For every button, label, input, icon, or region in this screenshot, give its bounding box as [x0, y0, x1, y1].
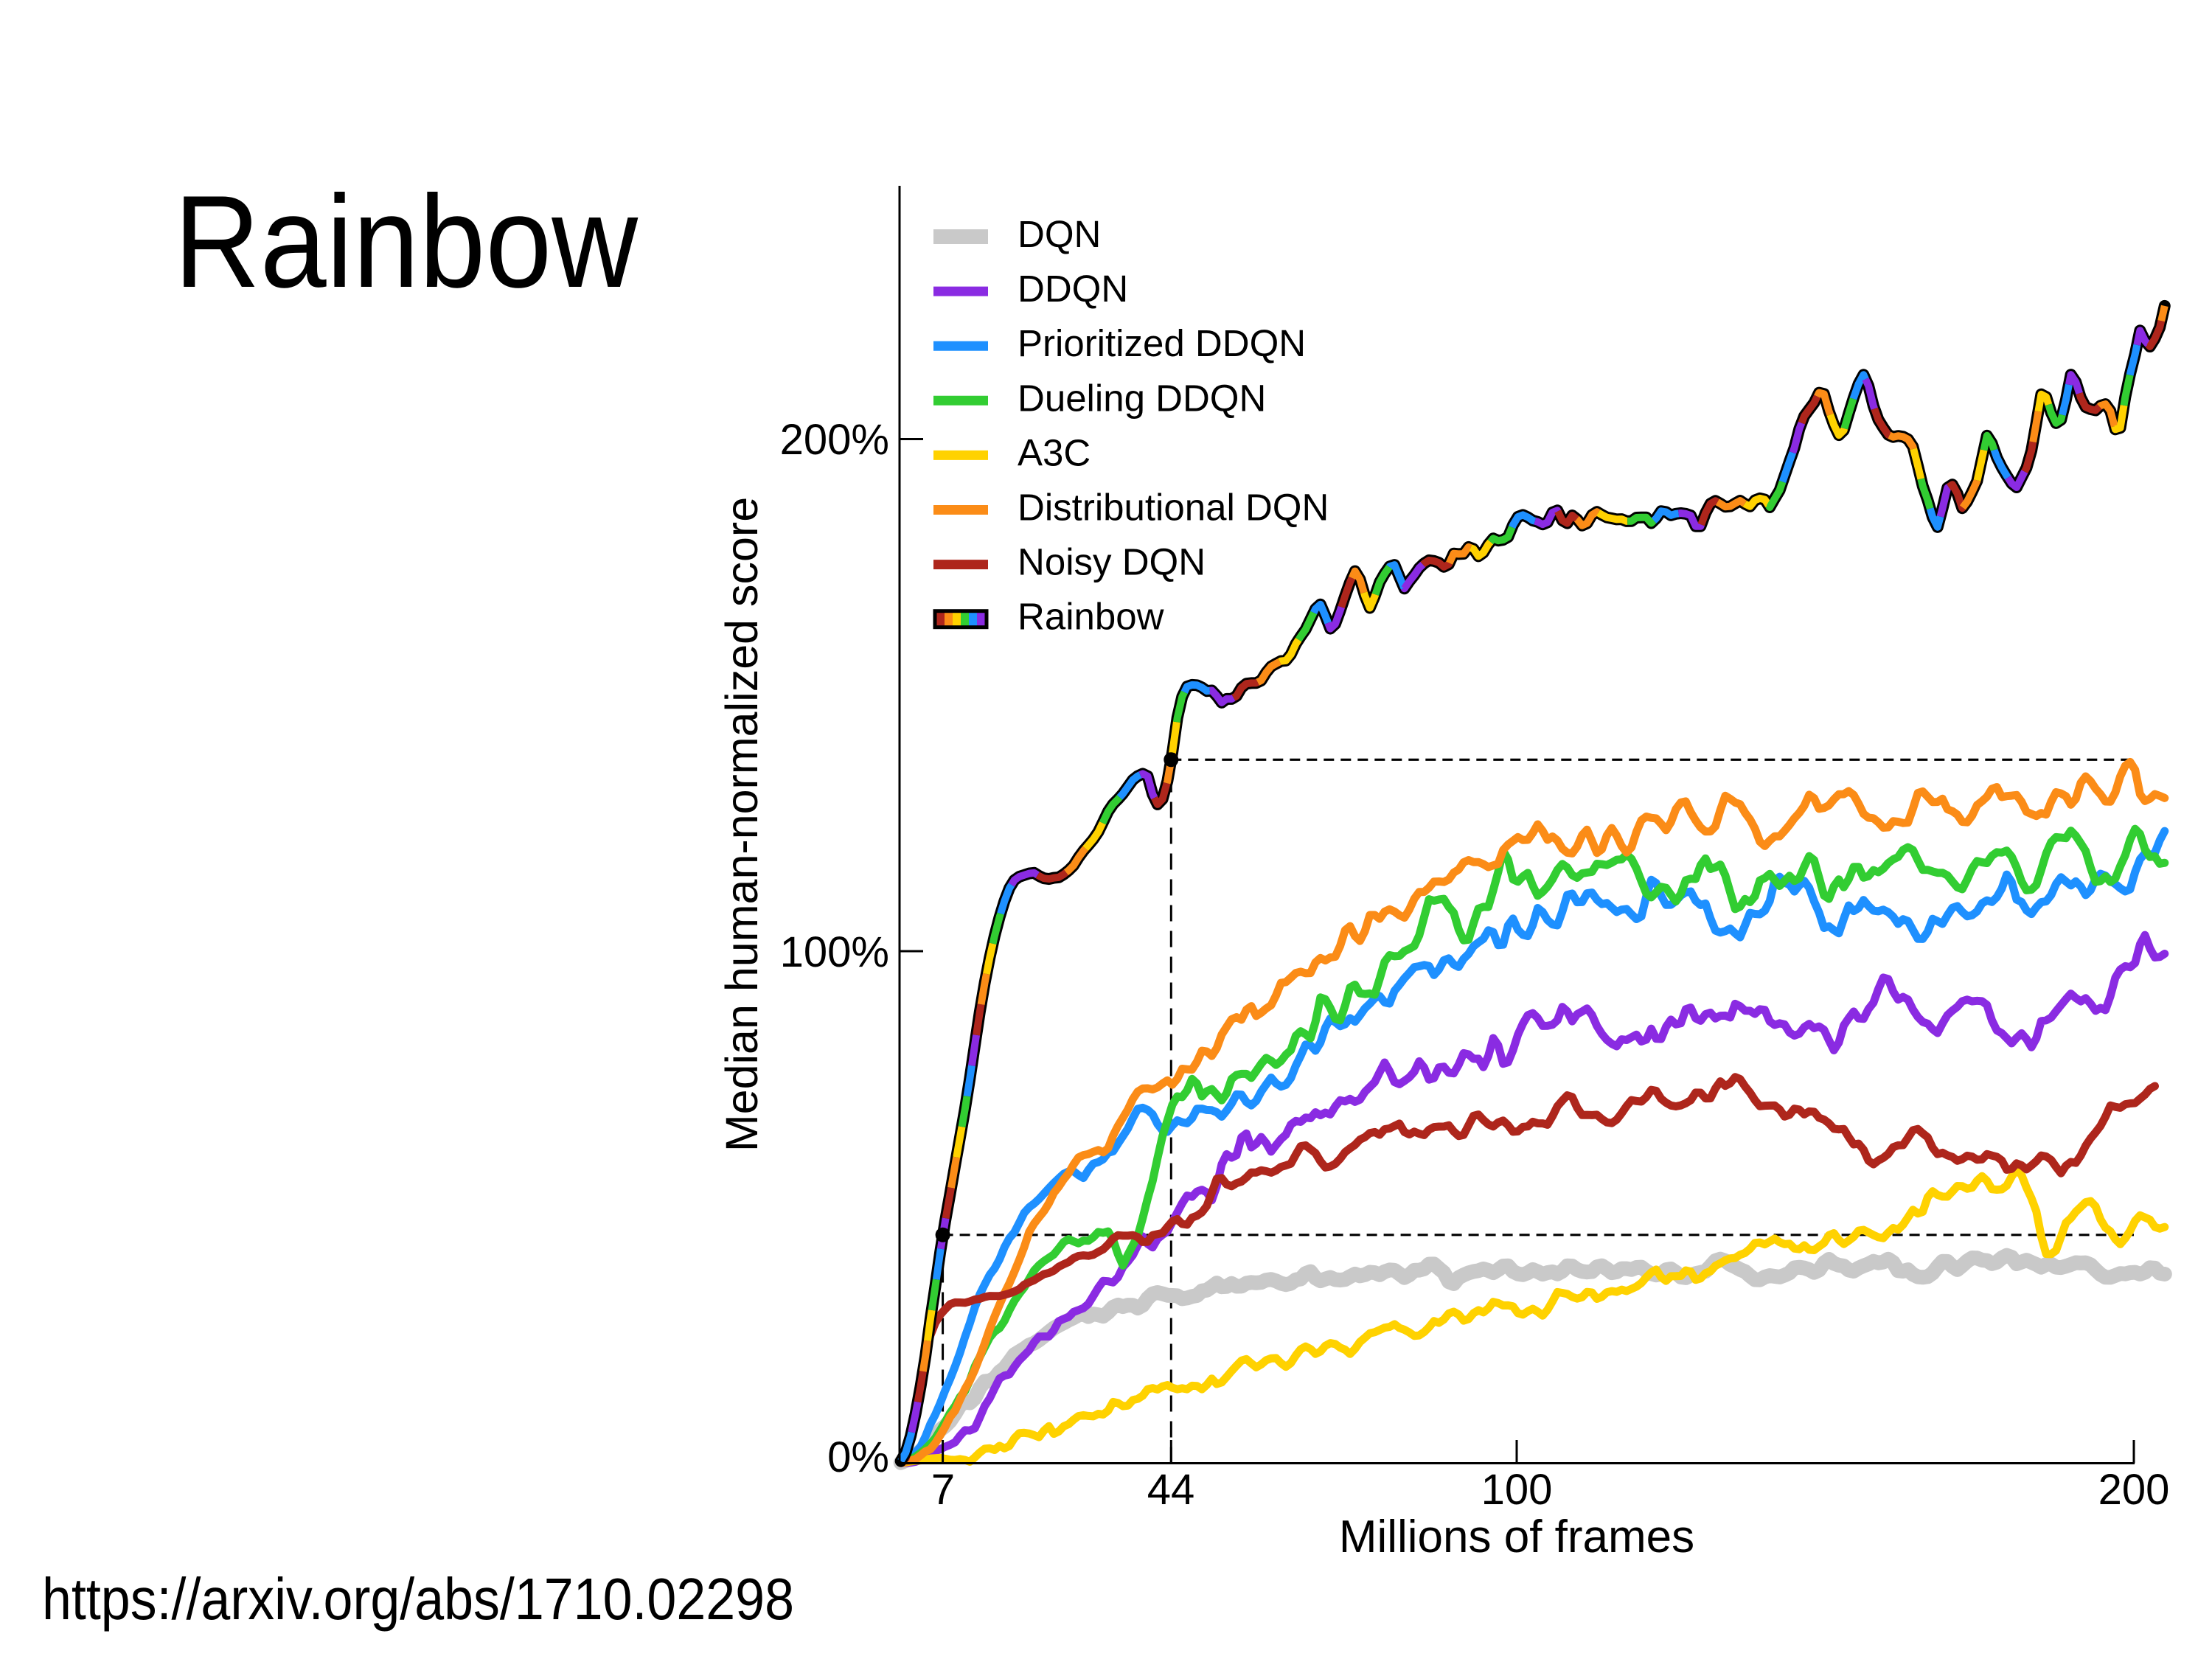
svg-text:Noisy DQN: Noisy DQN [1018, 541, 1206, 583]
svg-text:Rainbow: Rainbow [174, 168, 638, 315]
svg-text:100: 100 [1481, 1466, 1553, 1514]
svg-text:44: 44 [1147, 1466, 1195, 1514]
svg-text:Millions of frames: Millions of frames [1339, 1512, 1694, 1562]
svg-text:Rainbow: Rainbow [1018, 596, 1164, 638]
svg-text:200%: 200% [780, 416, 889, 464]
svg-text:DDQN: DDQN [1018, 268, 1128, 310]
svg-text:0%: 0% [827, 1433, 889, 1481]
svg-text:A3C: A3C [1018, 431, 1091, 473]
svg-text:DQN: DQN [1018, 213, 1101, 255]
svg-text:7: 7 [931, 1466, 955, 1514]
svg-text:200: 200 [2098, 1466, 2170, 1514]
svg-text:100%: 100% [780, 928, 889, 976]
svg-text:Distributional DQN: Distributional DQN [1018, 487, 1329, 529]
svg-text:https://arxiv.org/abs/1710.022: https://arxiv.org/abs/1710.02298 [42, 1566, 794, 1632]
svg-text:Prioritized DDQN: Prioritized DDQN [1018, 322, 1306, 364]
svg-text:Dueling DDQN: Dueling DDQN [1018, 377, 1266, 419]
svg-text:Median human-normalized score: Median human-normalized score [717, 497, 767, 1152]
